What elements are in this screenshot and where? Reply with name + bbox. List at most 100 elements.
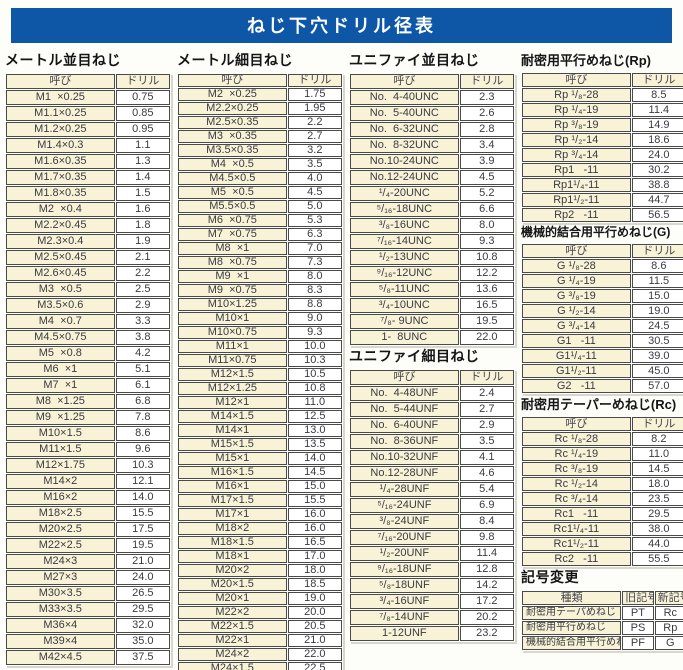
table-row: M24×1.5 22.5 <box>178 662 342 670</box>
thread-name-cell: Rc1 -11 <box>522 507 631 521</box>
table-row: M2.3×0.4 1.9 <box>6 234 170 249</box>
drill-value-cell: 15.5 <box>287 494 342 507</box>
thread-name-cell: M20×2.5 <box>6 522 115 537</box>
drill-value-cell: 5.0 <box>287 200 342 213</box>
table-row: M5.5×0.5 5.0 <box>178 200 342 213</box>
thread-name-cell: M1.8×0.35 <box>6 186 115 201</box>
table-row: M8 ×1.25 6.8 <box>6 394 170 409</box>
header-row: 種類旧記号新記号 <box>522 591 683 605</box>
thread-name-cell: ⁵/₁₆-24UNF <box>350 498 459 513</box>
table-row: No. 4-48UNF 2.4 <box>350 386 514 401</box>
table-row: Rp1¹/₂-11 44.7 <box>522 193 683 207</box>
thread-name-cell: 耐密用平行めねじ <box>522 621 622 635</box>
table-row: Rc1¹/₂-11 44.0 <box>522 537 683 551</box>
table-row: M3.5×0.6 2.9 <box>6 298 170 313</box>
drill-value-cell: 11.4 <box>459 546 514 561</box>
drill-value-cell: 10.3 <box>287 354 342 367</box>
drill-value-cell: 57.0 <box>631 379 683 393</box>
thread-name-cell: M12×1.5 <box>178 368 287 381</box>
rp-table: 呼び ドリル Rp ¹/₈-28 8.5 Rp ¹/₄-19 11.4 Rp ³/₈-19 1… <box>521 72 683 223</box>
drill-value-cell: 3.8 <box>115 330 170 345</box>
table-row: G ¹/₂-14 19.0 <box>522 304 683 318</box>
drill-value-cell: 3.5 <box>287 158 342 171</box>
drill-value-cell: 35.0 <box>115 634 170 649</box>
thread-name-cell: M1.7×0.35 <box>6 170 115 185</box>
drill-value-cell: 13.6 <box>459 282 514 297</box>
drill-value-cell: 9.3 <box>287 326 342 339</box>
drill-value-cell: 7.8 <box>115 410 170 425</box>
section-title-unified-fine: ユニファイ細目ねじ <box>349 348 480 364</box>
thread-name-cell: M1 ×0.25 <box>6 90 115 105</box>
symbol-change-table: 種類旧記号新記号耐密用テーパめねじPTRc耐密用平行めねじPSRp機械的結合用平… <box>521 590 683 651</box>
thread-name-cell: M2.2×0.45 <box>6 218 115 233</box>
table-row: G1¹/₂-11 45.0 <box>522 364 683 378</box>
thread-name-cell: ⁷/₁₆-20UNF <box>350 530 459 545</box>
header-row: 呼び ドリル <box>6 74 170 89</box>
drill-value-cell: 1.6 <box>115 202 170 217</box>
thread-name-cell: ¹/₂-13UNC <box>350 250 459 265</box>
thread-name-cell: M2.5×0.35 <box>178 116 287 129</box>
drill-value-cell: 12.5 <box>287 410 342 423</box>
thread-name-cell: 耐密用テーパめねじ <box>522 606 622 620</box>
drill-value-cell: 56.5 <box>631 208 683 222</box>
table-row: M1.7×0.35 1.4 <box>6 170 170 185</box>
thread-name-cell: M4 ×0.5 <box>178 158 287 171</box>
table-row: ³/₄-10UNC 16.5 <box>350 298 514 313</box>
thread-name-cell: Rp1 -11 <box>522 163 631 177</box>
drill-value-cell: 9.0 <box>287 312 342 325</box>
drill-value-cell: 29.5 <box>631 507 683 521</box>
table-row: Rc1¹/₄-11 38.0 <box>522 522 683 536</box>
drill-value-cell: 14.5 <box>631 462 683 476</box>
drill-value-cell: 9.3 <box>459 234 514 249</box>
table-row: Rp ³/₄-14 24.0 <box>522 148 683 162</box>
thread-name-cell: M10×1.25 <box>178 298 287 311</box>
table-row: No. 8-32UNC 3.4 <box>350 138 514 153</box>
drill-value-cell: 8.0 <box>459 218 514 233</box>
thread-name-cell: Rp ³/₈-19 <box>522 118 631 132</box>
thread-name-cell: No. 5-44UNF <box>350 402 459 417</box>
thread-name-cell: M2.6×0.45 <box>6 266 115 281</box>
table-row: M20×2.5 17.5 <box>6 522 170 537</box>
column-header: ドリル <box>287 74 342 87</box>
page-title: ねじ下穴ドリル径表 <box>11 8 672 43</box>
thread-name-cell: No. 4-40UNC <box>350 90 459 105</box>
thread-name-cell: M4.5×0.75 <box>6 330 115 345</box>
thread-name-cell: M15×1.5 <box>178 438 287 451</box>
thread-name-cell: ⁷/₈-14UNF <box>350 610 459 625</box>
table-row: No. 8-36UNF 3.5 <box>350 434 514 449</box>
drill-value-cell: 2.9 <box>115 298 170 313</box>
drill-value-cell: 4.1 <box>459 450 514 465</box>
thread-name-cell: M3.5×0.35 <box>178 144 287 157</box>
thread-name-cell: ⁵/₈-11UNC <box>350 282 459 297</box>
thread-name-cell: Rc1¹/₂-11 <box>522 537 631 551</box>
table-row: M10×1 9.0 <box>178 312 342 325</box>
thread-name-cell: M1.1×0.25 <box>6 106 115 121</box>
drill-value-cell: 1.5 <box>115 186 170 201</box>
drill-value-cell: 22.5 <box>287 662 342 670</box>
header-row: 呼び ドリル <box>522 417 683 431</box>
drill-value-cell: 16.5 <box>459 298 514 313</box>
table-row: M27×3 24.0 <box>6 570 170 585</box>
drill-value-cell: 2.2 <box>287 116 342 129</box>
thread-name-cell: ⁹/₁₆-12UNC <box>350 266 459 281</box>
table-row: ¹/₂-13UNC 10.8 <box>350 250 514 265</box>
table-row: ⁵/₁₆-18UNC 6.6 <box>350 202 514 217</box>
table-row: ⁷/₈- 9UNC 19.5 <box>350 314 514 329</box>
thread-name-cell: M4.5×0.5 <box>178 172 287 185</box>
table-row: M22×1 21.0 <box>178 634 342 647</box>
table-row: G ³/₄-14 24.5 <box>522 319 683 333</box>
thread-name-cell: Rp1¹/₄-11 <box>522 178 631 192</box>
thread-name-cell: M18×1.5 <box>178 536 287 549</box>
column-header: ドリル <box>631 73 683 87</box>
table-row: No. 6-32UNC 2.8 <box>350 122 514 137</box>
drill-value-cell: PS <box>622 621 654 635</box>
thread-name-cell: Rp ¹/₄-19 <box>522 103 631 117</box>
thread-name-cell: ³/₄-10UNC <box>350 298 459 313</box>
drill-value-cell: 2.1 <box>115 250 170 265</box>
table-row: ³/₈-24UNF 8.4 <box>350 514 514 529</box>
column-header: 呼び <box>350 74 459 89</box>
column-header: 呼び <box>522 73 631 87</box>
table-row: M4.5×0.75 3.8 <box>6 330 170 345</box>
table-row: M2 ×0.4 1.6 <box>6 202 170 217</box>
drill-value-cell: 1.8 <box>115 218 170 233</box>
